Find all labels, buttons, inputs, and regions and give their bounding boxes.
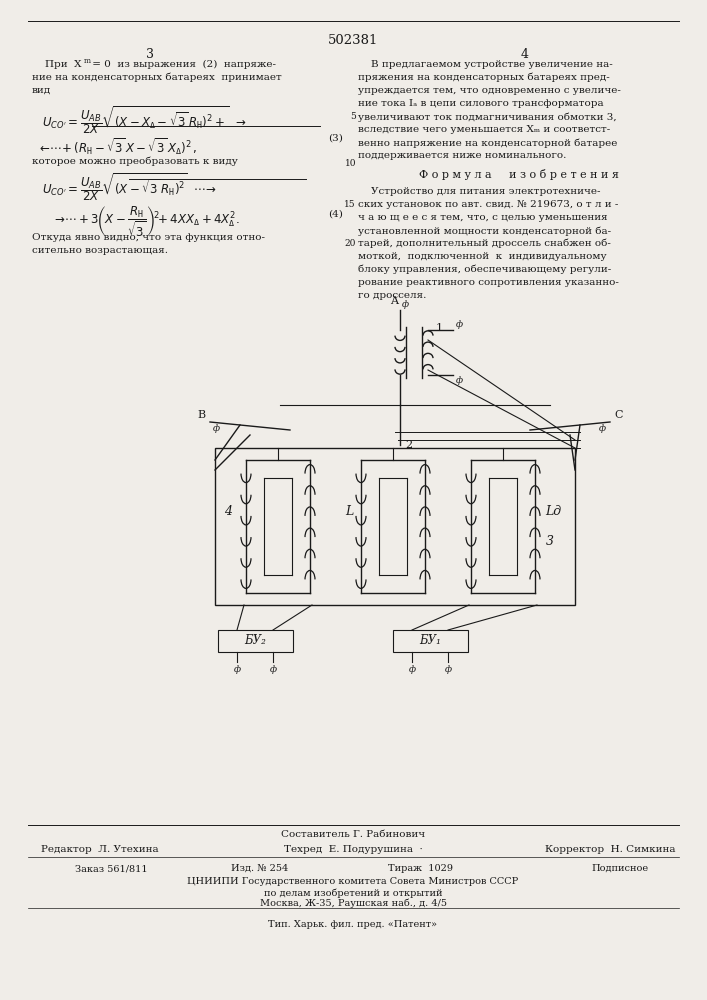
Text: A: A: [390, 296, 398, 306]
Text: 1: 1: [436, 323, 443, 333]
Text: увеличивают ток подмагничивания обмотки 3,: увеличивают ток подмагничивания обмотки …: [358, 112, 617, 121]
Text: При  X: При X: [32, 60, 81, 69]
Text: Подписное: Подписное: [592, 864, 648, 873]
Text: ч а ю щ е е с я тем, что, с целью уменьшения: ч а ю щ е е с я тем, что, с целью уменьш…: [358, 213, 607, 222]
Text: венно напряжение на конденсаторной батарее: венно напряжение на конденсаторной батар…: [358, 138, 617, 147]
Text: C: C: [614, 410, 622, 420]
Text: $\to\!\cdots +3\!\left(X - \dfrac{R_\mathtt{H}}{\sqrt{3}}\right)^{\!2}\!\! + 4XX: $\to\!\cdots +3\!\left(X - \dfrac{R_\mat…: [52, 205, 240, 239]
Text: которое можно преобразовать к виду: которое можно преобразовать к виду: [32, 156, 238, 165]
Text: 2: 2: [405, 440, 412, 450]
Text: моткой,  подключенной  к  индивидуальному: моткой, подключенной к индивидуальному: [358, 252, 607, 261]
Text: 4: 4: [521, 48, 529, 61]
Text: ф: ф: [233, 665, 240, 674]
Text: ЦНИИПИ Государственного комитета Совета Министров СССР: ЦНИИПИ Государственного комитета Совета …: [187, 877, 519, 886]
Text: ф: ф: [213, 424, 220, 433]
Text: Редактор  Л. Утехина: Редактор Л. Утехина: [41, 845, 159, 854]
Text: БУ₁: БУ₁: [419, 635, 441, 648]
Bar: [215, 448, 575, 605]
Text: В предлагаемом устройстве увеличение на-: В предлагаемом устройстве увеличение на-: [358, 60, 613, 69]
Text: Тип. Харьк. фил. пред. «Патент»: Тип. Харьк. фил. пред. «Патент»: [269, 920, 438, 929]
Text: БУ₂: БУ₂: [244, 635, 266, 648]
Text: Заказ 561/811: Заказ 561/811: [75, 864, 148, 873]
Text: ф: ф: [269, 665, 276, 674]
Text: го дросселя.: го дросселя.: [358, 291, 426, 300]
Text: Москва, Ж-35, Раушская наб., д. 4/5: Москва, Ж-35, Раушская наб., д. 4/5: [259, 899, 447, 908]
Text: сительно возрастающая.: сительно возрастающая.: [32, 246, 168, 255]
Text: 502381: 502381: [328, 34, 378, 47]
Text: 15: 15: [344, 200, 356, 209]
Text: Составитель Г. Рабинович: Составитель Г. Рабинович: [281, 830, 425, 839]
Text: $\leftarrow\!\cdots\! + (R_\mathtt{H} - \sqrt{3}\,X - \sqrt{3}\,X_{\mathtt{\Delt: $\leftarrow\!\cdots\! + (R_\mathtt{H} - …: [37, 136, 197, 157]
Text: ние на конденсаторных батареях  принимает: ние на конденсаторных батареях принимает: [32, 73, 282, 83]
Text: Изд. № 254: Изд. № 254: [231, 864, 288, 873]
Text: 3: 3: [546, 535, 554, 548]
Text: поддерживается ниже номинального.: поддерживается ниже номинального.: [358, 151, 566, 160]
Text: установленной мощности конденсаторной ба-: установленной мощности конденсаторной ба…: [358, 226, 611, 235]
Text: пряжения на конденсаторных батареях пред-: пряжения на конденсаторных батареях пред…: [358, 73, 609, 83]
Text: (3): (3): [328, 134, 343, 143]
Text: 10: 10: [344, 159, 356, 168]
Text: ф: ф: [409, 665, 416, 674]
Text: 5: 5: [350, 112, 356, 121]
Text: ских установок по авт. свид. № 219673, о т л и -: ских установок по авт. свид. № 219673, о…: [358, 200, 619, 209]
Text: L: L: [345, 505, 353, 518]
Bar: [218, 630, 293, 652]
Text: Lд: Lд: [545, 505, 561, 518]
Text: ф: ф: [456, 376, 463, 385]
Text: = 0  из выражения  (2)  напряже-: = 0 из выражения (2) напряже-: [89, 60, 276, 69]
Text: тарей, дополнительный дроссель снабжен об-: тарей, дополнительный дроссель снабжен о…: [358, 239, 611, 248]
Text: ние тока Iₐ в цепи силового трансформатора: ние тока Iₐ в цепи силового трансформато…: [358, 99, 604, 108]
Text: блоку управления, обеспечивающему регули-: блоку управления, обеспечивающему регули…: [358, 265, 612, 274]
Text: рование реактивного сопротивления указанно-: рование реактивного сопротивления указан…: [358, 278, 619, 287]
Text: 4: 4: [224, 505, 232, 518]
Text: Устройство для питания электротехниче-: Устройство для питания электротехниче-: [358, 187, 600, 196]
Text: ф: ф: [445, 665, 452, 674]
Text: B: B: [198, 410, 206, 420]
Text: $U_{CO'} = \dfrac{U_{AB}}{2X}\sqrt{(X - \sqrt{3}\,R_\mathtt{H})^2}$  $\cdots\!\t: $U_{CO'} = \dfrac{U_{AB}}{2X}\sqrt{(X - …: [42, 171, 216, 203]
Text: Корректор  Н. Симкина: Корректор Н. Симкина: [545, 845, 675, 854]
Text: Ф о р м у л а     и з о б р е т е н и я: Ф о р м у л а и з о б р е т е н и я: [419, 169, 619, 180]
Text: (4): (4): [328, 210, 343, 219]
Text: 3: 3: [146, 48, 154, 61]
Text: Техред  Е. Подурушина  ·: Техред Е. Подурушина ·: [284, 845, 422, 854]
Text: упреждается тем, что одновременно с увеличе-: упреждается тем, что одновременно с увел…: [358, 86, 621, 95]
Text: 20: 20: [344, 239, 356, 248]
Bar: [393, 630, 468, 652]
Text: вид: вид: [32, 86, 51, 95]
Text: вследствие чего уменьшается Xₘ и соответст-: вследствие чего уменьшается Xₘ и соответ…: [358, 125, 610, 134]
Text: ф: ф: [402, 300, 409, 309]
Text: $U_{CO'} = \dfrac{U_{AB}}{2X}\sqrt{(X - X_{\mathtt{\Delta}} - \sqrt{3}\,R_\matht: $U_{CO'} = \dfrac{U_{AB}}{2X}\sqrt{(X - …: [42, 104, 247, 136]
Text: Тираж  1029: Тираж 1029: [387, 864, 452, 873]
Text: Откуда явно видно, что эта функция отно-: Откуда явно видно, что эта функция отно-: [32, 233, 265, 242]
Text: ф: ф: [456, 320, 463, 329]
Text: ф: ф: [599, 424, 606, 433]
Text: m: m: [84, 57, 91, 65]
Text: по делам изобретений и открытий: по делам изобретений и открытий: [264, 888, 443, 898]
